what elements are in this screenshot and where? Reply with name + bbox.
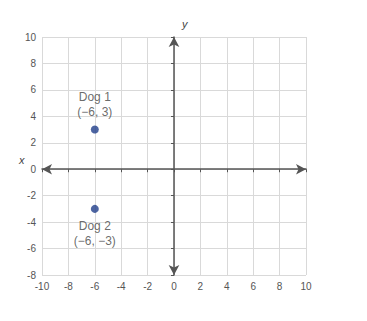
svg-text:-10: -10 [35,281,50,292]
svg-text:(−6, −3): (−6, −3) [74,234,116,248]
svg-text:4: 4 [30,111,36,122]
svg-text:10: 10 [300,281,312,292]
svg-text:2: 2 [198,281,204,292]
svg-text:y: y [181,18,189,30]
svg-text:-4: -4 [27,217,36,228]
svg-text:8: 8 [30,58,36,69]
svg-text:-6: -6 [90,281,99,292]
svg-text:10: 10 [25,32,37,43]
svg-text:-6: -6 [27,243,36,254]
svg-text:-2: -2 [27,190,36,201]
svg-text:-2: -2 [143,281,152,292]
svg-text:Dog 1: Dog 1 [79,90,111,104]
svg-text:(−6, 3): (−6, 3) [77,105,112,119]
svg-text:Dog 2: Dog 2 [79,219,111,233]
svg-text:0: 0 [30,164,36,175]
svg-text:-8: -8 [64,281,73,292]
svg-text:6: 6 [30,84,36,95]
svg-text:0: 0 [171,281,177,292]
svg-text:4: 4 [224,281,230,292]
svg-text:6: 6 [250,281,256,292]
svg-text:2: 2 [30,137,36,148]
svg-text:8: 8 [277,281,283,292]
svg-text:-8: -8 [27,270,36,281]
svg-text:-4: -4 [117,281,126,292]
svg-text:x: x [18,154,25,166]
